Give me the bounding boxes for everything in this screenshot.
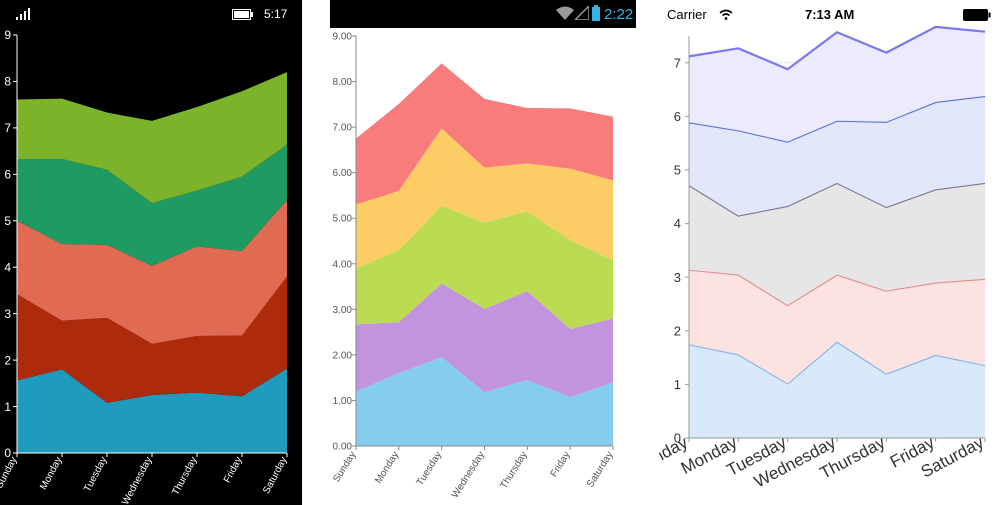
- y-tick-label: 4.00: [333, 259, 353, 270]
- wifi-icon: [556, 6, 574, 23]
- y-tick-label: 3.00: [333, 305, 353, 316]
- battery-icon: [232, 9, 254, 23]
- series-area-4: [17, 144, 287, 266]
- series-area-5: [356, 63, 613, 205]
- x-tick-label: Sunday: [331, 450, 358, 485]
- y-tick-label: 4: [674, 216, 681, 231]
- status-time: 2:22: [604, 6, 634, 23]
- series-area-4: [356, 128, 613, 269]
- y-tick-label: 1: [674, 377, 681, 392]
- series-line-5: [688, 25, 986, 71]
- status-time: 7:13 AM: [805, 7, 855, 22]
- y-tick-label: 8.00: [333, 77, 353, 88]
- x-tick-label: Monday: [38, 455, 64, 492]
- x-tick-label: Tuesday: [82, 455, 110, 494]
- y-tick-label: 6: [4, 168, 11, 182]
- x-tick-label: Saturday: [585, 450, 616, 490]
- x-tick-label: Sunday: [0, 455, 20, 490]
- signal-icon: [16, 8, 34, 23]
- y-tick-label: 0: [4, 446, 11, 460]
- x-tick-label: Thursday: [498, 450, 529, 491]
- x-tick-label: Friday: [549, 450, 573, 479]
- y-tick-label: 1.00: [333, 396, 353, 407]
- x-tick-label: Wednesday: [120, 455, 154, 505]
- y-tick-label: 5.00: [333, 214, 353, 225]
- y-tick-label: 2.00: [333, 350, 353, 361]
- series-area-1: [356, 357, 613, 446]
- series-area-4: [689, 96, 985, 216]
- series-area-2: [17, 276, 287, 403]
- y-tick-label: 2: [4, 353, 11, 367]
- y-tick-label: 2: [674, 323, 681, 338]
- series-area-2: [689, 269, 985, 384]
- y-tick-label: 1: [4, 400, 11, 414]
- y-tick-label: 6.00: [333, 168, 353, 179]
- y-tick-label: 5: [4, 214, 11, 228]
- x-tick-label: Tuesday: [415, 450, 444, 488]
- series-area-2: [356, 283, 613, 398]
- x-tick-label: Saturday: [261, 455, 290, 496]
- x-tick-label: Monday: [373, 450, 401, 486]
- y-tick-label: 7: [674, 55, 681, 70]
- y-tick-label: 6: [674, 109, 681, 124]
- series-area-3: [689, 182, 985, 306]
- y-tick-label: 0.00: [333, 442, 353, 453]
- x-tick-label: Thursday: [170, 455, 199, 497]
- wifi-icon: [719, 8, 733, 23]
- series-area-1: [689, 341, 985, 438]
- y-tick-label: 3: [674, 270, 681, 285]
- y-tick-label: 5: [674, 163, 681, 178]
- y-tick-label: 8: [4, 75, 11, 89]
- stacked-area-chart: 0 1 2 3 4 5 6 7 8 9 Sunday Monday Tuesday Wednesday Th…: [0, 28, 290, 505]
- stacked-area-chart: 01234567SundayMondayTuesdayWednesdayThur…: [659, 25, 987, 492]
- android-panel: 2:22 0.00 1.00 2.00 3.00 4.00 5.00 6.00 7.00 8.0…: [330, 0, 636, 505]
- y-tick-label: 3: [4, 307, 11, 321]
- status-bar: 5:17: [0, 0, 302, 28]
- status-bar: 2:22: [330, 0, 636, 28]
- series-area-3: [17, 199, 287, 344]
- stacked-area-chart: 0.00 1.00 2.00 3.00 4.00 5.00 6.00 7.00 8.00 9.00…: [331, 32, 616, 501]
- status-time: 5:17: [264, 7, 288, 21]
- y-tick-label: 4: [4, 260, 11, 274]
- x-tick-label: Wednesday: [450, 450, 487, 500]
- y-tick-label: 9: [4, 28, 11, 42]
- series-area-5: [689, 26, 985, 142]
- status-bar: Carrier 7:13 AM: [659, 0, 995, 28]
- carrier-label: Carrier: [667, 7, 707, 22]
- series-area-1: [17, 368, 287, 453]
- y-tick-label: 0: [674, 431, 681, 446]
- series-area-3: [356, 205, 613, 329]
- windows-phone-panel: 5:17 0 1 2 3 4 5 6 7 8 9 Sunday Monday Tuesday Wednes…: [0, 0, 302, 505]
- y-tick-label: 7.00: [333, 123, 353, 134]
- series-area-5: [17, 72, 287, 204]
- x-tick-label: Friday: [222, 455, 245, 485]
- y-tick-label: 7: [4, 121, 11, 135]
- y-tick-label: 9.00: [333, 32, 353, 43]
- ios-panel: Carrier 7:13 AM 0 1 2 3 4 5 6 7 Sunday Monday Tues…: [659, 0, 995, 505]
- battery-icon: [963, 9, 991, 24]
- battery-icon: [592, 5, 600, 24]
